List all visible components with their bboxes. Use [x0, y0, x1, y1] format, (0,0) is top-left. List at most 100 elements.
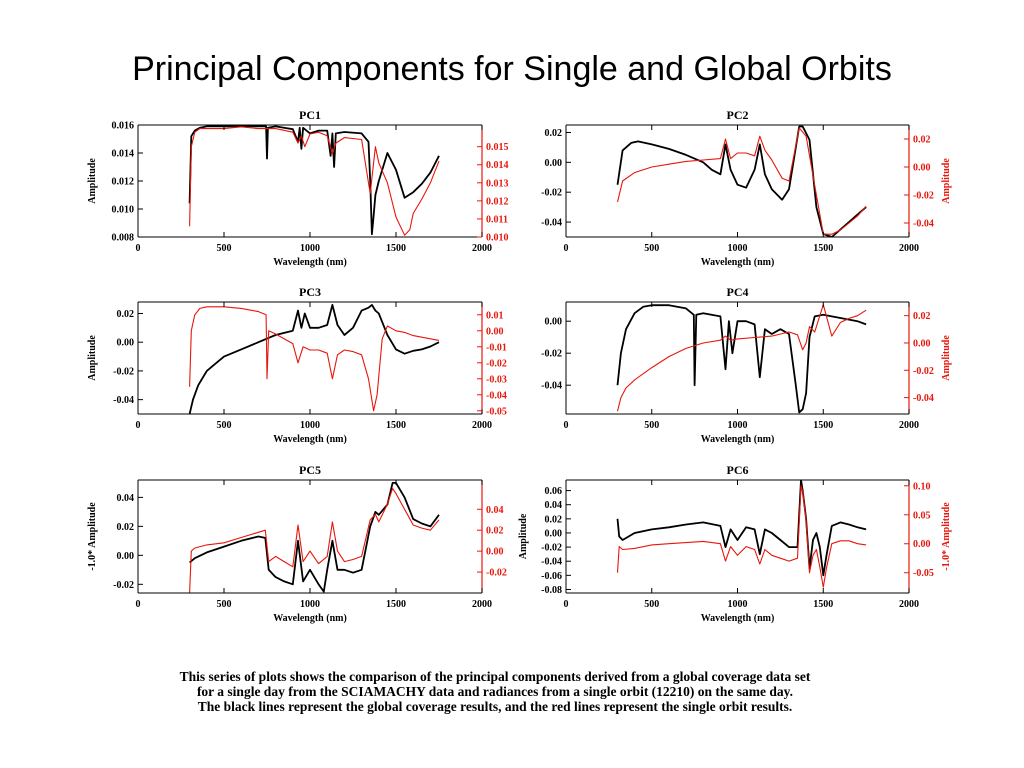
x-tick-label: 0 — [564, 599, 569, 610]
y-right-axis-label: -1.0* Amplitude — [941, 502, 952, 571]
y-left-tick-label: 0.02 — [545, 128, 563, 139]
series-line-global — [188, 125, 440, 236]
y-right-tick-label: -0.01 — [486, 342, 507, 353]
series-line-global — [188, 303, 440, 414]
y-left-tick-label: -0.02 — [541, 543, 562, 554]
y-right-tick-label: 0.014 — [486, 160, 509, 171]
caption: This series of plots shows the compariso… — [0, 669, 990, 714]
y-left-tick-label: 0.00 — [545, 528, 563, 539]
x-tick-label: 1500 — [386, 420, 406, 431]
chart-title: PC6 — [727, 463, 749, 477]
x-axis-label: Wavelength (nm) — [701, 434, 775, 445]
x-axis-label: Wavelength (nm) — [701, 613, 775, 624]
y-left-tick-label: -0.06 — [541, 571, 562, 582]
y-left-axis-label: Amplitude — [518, 513, 529, 559]
y-right-tick-label: 0.02 — [913, 311, 931, 322]
series-line-single-orbit — [189, 126, 440, 236]
series-line-global — [616, 480, 867, 577]
x-tick-label: 1000 — [300, 599, 320, 610]
y-left-tick-label: -0.04 — [541, 557, 562, 568]
chart-pc2: 0 500 1000 1500 2000 -0.04 -0.02 0.00 0.02 -0.04 -… — [541, 108, 952, 268]
y-right-tick-label: -0.04 — [486, 390, 507, 401]
y-right-axis-label: Amplitude — [941, 335, 952, 381]
chart-title: PC3 — [299, 285, 321, 299]
x-tick-label: 2000 — [472, 243, 492, 254]
y-right-tick-label: -0.04 — [913, 219, 934, 230]
y-left-tick-label: 0.010 — [112, 205, 135, 216]
series-line-single-orbit — [616, 485, 867, 588]
y-left-tick-label: 0.00 — [117, 551, 135, 562]
x-tick-label: 2000 — [472, 420, 492, 431]
y-right-tick-label: 0.00 — [486, 326, 504, 337]
x-tick-label: 1000 — [728, 599, 748, 610]
x-tick-label: 0 — [564, 243, 569, 254]
y-right-tick-label: 0.00 — [486, 547, 504, 558]
y-left-tick-label: 0.012 — [112, 177, 135, 188]
y-left-tick-label: -0.02 — [541, 349, 562, 360]
x-tick-label: 500 — [217, 243, 232, 254]
chart-pc3: 0 500 1000 1500 2000 -0.04 -0.02 0.00 0.02 -0.05 -… — [87, 285, 507, 445]
y-left-axis-label: Amplitude — [87, 335, 98, 381]
x-tick-label: 1500 — [813, 420, 833, 431]
y-right-tick-label: -0.02 — [913, 191, 934, 202]
x-tick-label: 2000 — [899, 243, 919, 254]
y-left-tick-label: 0.014 — [112, 149, 135, 160]
y-right-tick-label: -0.04 — [913, 393, 934, 404]
y-right-tick-label: -0.05 — [913, 568, 934, 579]
x-tick-label: 0 — [136, 243, 141, 254]
x-tick-label: 1000 — [300, 243, 320, 254]
y-right-tick-label: 0.00 — [913, 163, 931, 174]
x-tick-label: 500 — [644, 599, 659, 610]
x-tick-label: 1000 — [728, 243, 748, 254]
y-left-tick-label: 0.00 — [545, 317, 563, 328]
x-tick-label: 2000 — [899, 420, 919, 431]
x-tick-label: 1500 — [386, 599, 406, 610]
y-right-tick-label: -0.02 — [913, 366, 934, 377]
x-tick-label: 1500 — [813, 599, 833, 610]
y-left-axis-label: Amplitude — [87, 158, 98, 204]
caption-line-2: for a single day from the SCIAMACHY data… — [196, 684, 794, 699]
y-left-tick-label: -0.02 — [113, 580, 134, 591]
series-line-global — [616, 125, 867, 237]
y-left-tick-label: 0.016 — [112, 121, 135, 132]
chart-title: PC5 — [299, 463, 321, 477]
y-left-axis-label: -1.0* Amplitude — [87, 502, 98, 571]
y-right-tick-label: -0.05 — [486, 406, 507, 417]
y-right-tick-label: 0.00 — [913, 338, 931, 349]
y-left-tick-label: -0.04 — [541, 381, 562, 392]
x-tick-label: 1500 — [386, 243, 406, 254]
chart-pc1: 0 500 1000 1500 2000 0.008 0.010 0.012 0.014 0.01… — [87, 108, 509, 268]
x-axis-label: Wavelength (nm) — [273, 613, 347, 624]
y-left-tick-label: 0.02 — [117, 309, 135, 320]
chart-title: PC2 — [727, 108, 749, 122]
y-right-tick-label: 0.10 — [913, 481, 931, 492]
x-tick-label: 0 — [564, 420, 569, 431]
x-tick-label: 2000 — [472, 599, 492, 610]
y-left-tick-label: 0.06 — [545, 486, 563, 497]
caption-line-3: The black lines represent the global cov… — [197, 699, 793, 714]
series-line-single-orbit — [189, 487, 440, 593]
series-line-global — [189, 481, 440, 593]
chart-pc6: 0 500 1000 1500 2000 -0.08 -0.06 -0.04 -0.02 0.00… — [518, 463, 952, 624]
x-tick-label: 500 — [217, 599, 232, 610]
chart-title: PC4 — [727, 285, 749, 299]
y-left-tick-label: -0.08 — [541, 585, 562, 596]
y-left-tick-label: -0.02 — [541, 188, 562, 199]
slide-title: Principal Components for Single and Glob… — [132, 50, 892, 88]
y-right-tick-label: 0.015 — [486, 142, 509, 153]
y-right-tick-label: 0.02 — [913, 135, 931, 146]
x-tick-label: 2000 — [899, 599, 919, 610]
y-left-tick-label: 0.02 — [545, 514, 563, 525]
x-tick-label: 1000 — [728, 420, 748, 431]
x-tick-label: 500 — [644, 420, 659, 431]
y-right-tick-label: 0.04 — [486, 505, 504, 516]
series-line-single-orbit — [189, 306, 440, 412]
x-axis-label: Wavelength (nm) — [273, 434, 347, 445]
y-left-tick-label: 0.04 — [117, 493, 135, 504]
y-right-tick-label: 0.05 — [913, 510, 931, 521]
y-right-tick-label: 0.00 — [913, 539, 931, 550]
y-left-tick-label: 0.008 — [112, 233, 135, 244]
chart-pc5: 0 500 1000 1500 2000 -0.02 0.00 0.02 0.04 -0.02 0.… — [87, 463, 507, 624]
y-right-tick-label: -0.02 — [486, 568, 507, 579]
